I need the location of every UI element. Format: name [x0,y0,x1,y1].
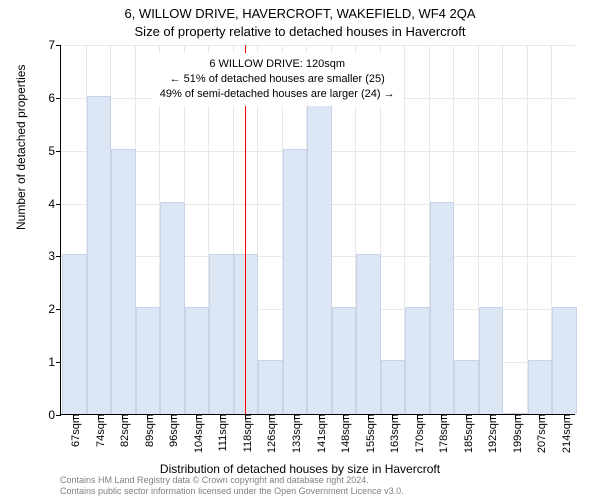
footer-line-1: Contains HM Land Registry data © Crown c… [60,475,404,486]
annotation-box: 6 WILLOW DRIVE: 120sqm← 51% of detached … [152,53,403,106]
y-tick-label: 2 [48,302,61,316]
y-tick-label: 4 [48,197,61,211]
x-tick-label: 67sqm [64,414,82,447]
bar [307,96,332,414]
title-sub: Size of property relative to detached ho… [0,24,600,39]
bar [356,254,381,414]
x-tick-label: 89sqm [138,414,156,447]
bar [258,360,283,414]
bar [479,307,504,414]
x-tick-label: 104sqm [187,414,205,453]
bar [430,202,455,414]
plot-area: 0123456767sqm74sqm82sqm89sqm96sqm104sqm1… [60,45,575,415]
bar [454,360,479,414]
x-tick-label: 82sqm [113,414,131,447]
x-tick-label: 192sqm [481,414,499,453]
x-tick-label: 141sqm [310,414,328,453]
x-tick-label: 214sqm [555,414,573,453]
x-tick-label: 133sqm [285,414,303,453]
x-tick-label: 126sqm [260,414,278,453]
y-tick-label: 1 [48,355,61,369]
y-axis-label: Number of detached properties [14,65,28,230]
annotation-line: 49% of semi-detached houses are larger (… [160,87,395,102]
bar [209,254,234,414]
bar [381,360,406,414]
y-tick-label: 0 [48,408,61,422]
y-tick-label: 6 [48,91,61,105]
annotation-line: ← 51% of detached houses are smaller (25… [160,72,395,87]
x-tick-label: 207sqm [530,414,548,453]
bar [111,149,136,414]
bar [87,96,112,414]
bar [332,307,357,414]
bar [160,202,185,414]
x-tick-label: 111sqm [211,414,229,452]
bar [185,307,210,414]
x-axis-label: Distribution of detached houses by size … [0,462,600,476]
x-tick-label: 178sqm [432,414,450,453]
x-tick-label: 163sqm [383,414,401,453]
gridline-h [61,45,575,46]
x-tick-label: 148sqm [334,414,352,453]
x-tick-label: 118sqm [236,414,254,452]
bar [552,307,577,414]
title-main: 6, WILLOW DRIVE, HAVERCROFT, WAKEFIELD, … [0,6,600,21]
x-tick-label: 185sqm [457,414,475,453]
gridline-v [527,45,528,414]
bar [528,360,553,414]
bar [283,149,308,414]
bar [136,307,161,414]
footer: Contains HM Land Registry data © Crown c… [60,475,404,497]
x-tick-label: 170sqm [408,414,426,453]
y-tick-label: 5 [48,144,61,158]
bar [62,254,87,414]
chart-container: 6, WILLOW DRIVE, HAVERCROFT, WAKEFIELD, … [0,0,600,500]
footer-line-2: Contains public sector information licen… [60,486,404,497]
bar [405,307,430,414]
annotation-line: 6 WILLOW DRIVE: 120sqm [160,57,395,72]
y-tick-label: 3 [48,249,61,263]
x-tick-label: 199sqm [506,414,524,453]
y-tick-label: 7 [48,38,61,52]
x-tick-label: 74sqm [89,414,107,447]
x-tick-label: 96sqm [162,414,180,447]
x-tick-label: 155sqm [359,414,377,453]
